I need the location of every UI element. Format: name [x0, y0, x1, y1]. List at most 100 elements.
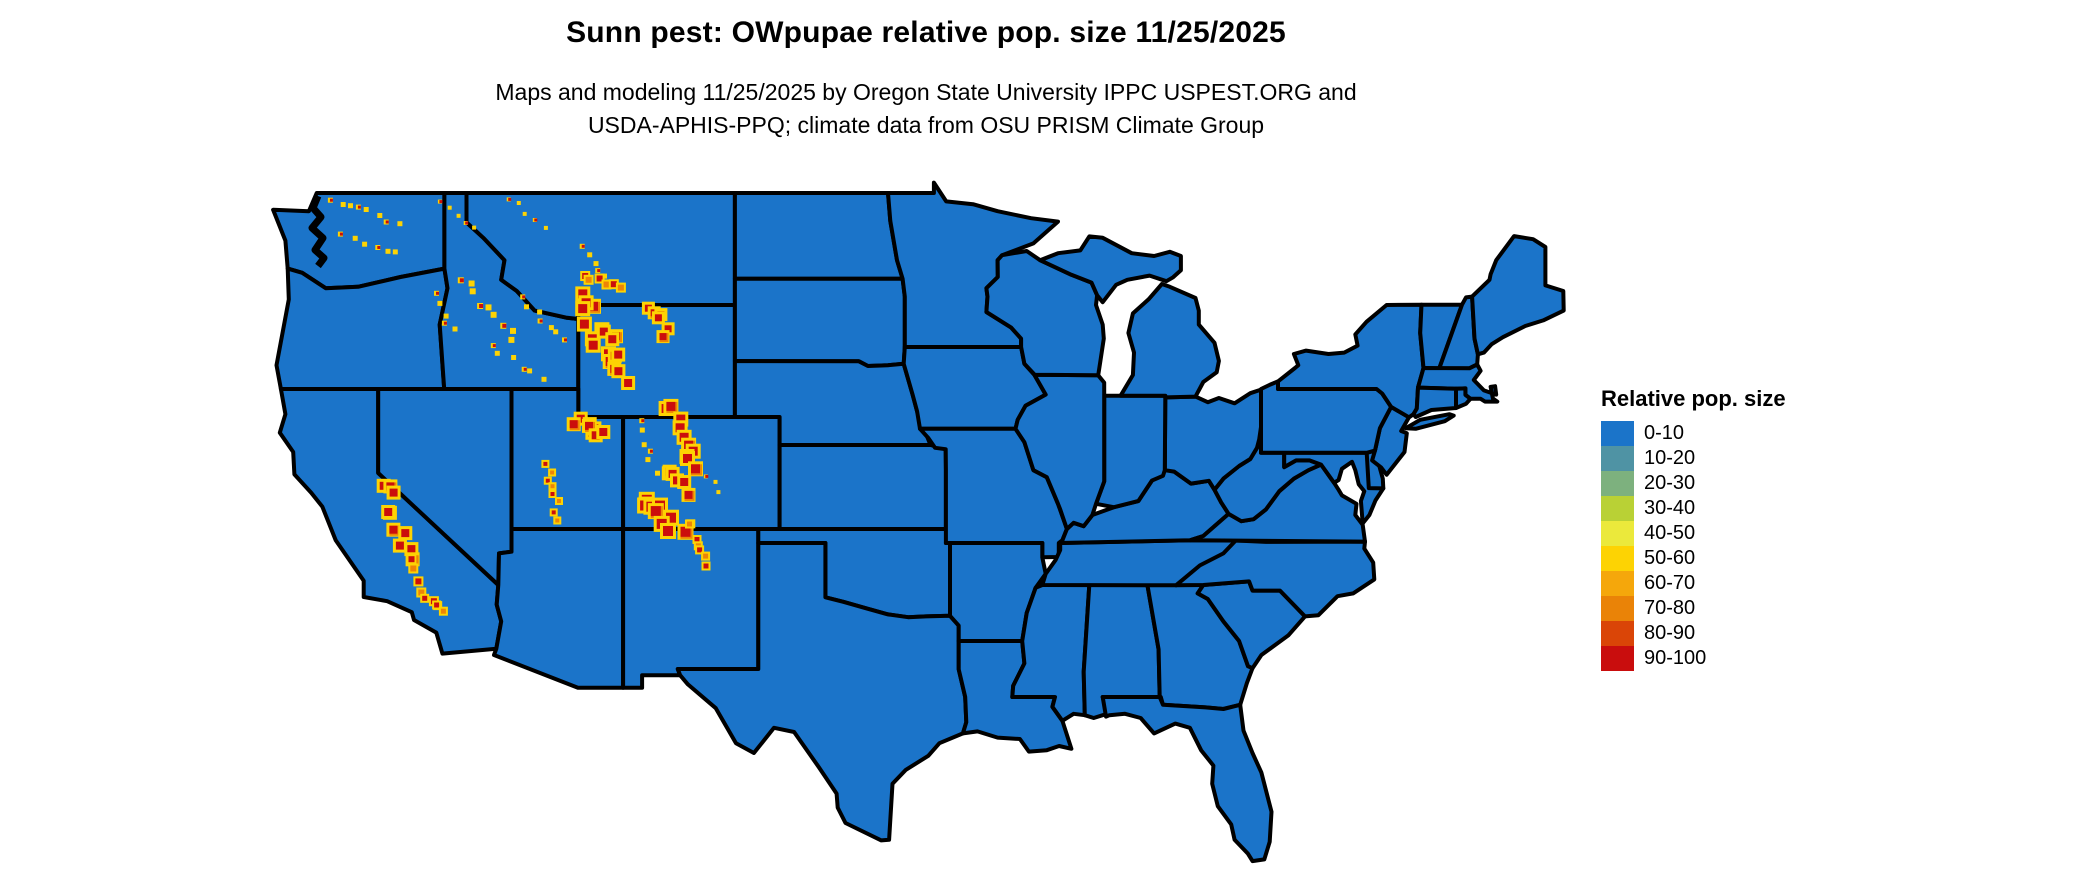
hotspot-cell: [557, 499, 561, 503]
hotspot-cell: [524, 304, 529, 310]
header: Sunn pest: OWpupae relative pop. size 11…: [0, 16, 1852, 142]
hotspot-cell: [357, 205, 361, 209]
hotspot-cell: [694, 537, 700, 542]
legend-swatch-10-20: [1601, 446, 1634, 471]
hotspot-cell: [401, 529, 410, 538]
state-il: [1013, 372, 1107, 531]
map-subtitle-line1: Maps and modeling 11/25/2025 by Oregon S…: [495, 79, 1357, 105]
hotspot-cell: [410, 565, 417, 572]
hotspot-cell: [697, 547, 703, 553]
hotspot-cell: [591, 431, 600, 440]
hotspot-cell: [422, 595, 428, 601]
hotspot-cell: [666, 512, 676, 523]
legend-item: 80-90: [1601, 621, 1786, 646]
hotspot-cell: [564, 338, 567, 342]
hotspot-cell: [472, 225, 477, 230]
hotspot-cell: [578, 289, 588, 299]
hotspot-cell: [511, 355, 517, 360]
hotspot-cell: [490, 311, 497, 318]
legend-swatch-80-90: [1601, 621, 1634, 646]
hotspot-cell: [655, 470, 660, 476]
hotspot-cell: [569, 420, 578, 429]
legend-swatch-50-60: [1601, 546, 1634, 571]
hotspot-cell: [377, 213, 383, 218]
state-me: [1470, 234, 1566, 357]
hotspot-cell: [703, 553, 709, 559]
hotspot-cell: [676, 414, 686, 424]
hotspot-cell: [691, 464, 700, 474]
hotspot-cell: [545, 478, 550, 483]
population-hotspots-layer: [327, 197, 721, 616]
hotspot-cell: [339, 232, 343, 236]
legend-title: Relative pop. size: [1601, 386, 1786, 411]
coastal-water-decorations: [308, 194, 328, 269]
legend-swatch-40-50: [1601, 521, 1634, 546]
state-fl: [1100, 695, 1274, 864]
legend-item: 70-80: [1601, 596, 1786, 621]
state-nd: [732, 191, 905, 281]
hotspot-cell: [680, 478, 689, 486]
state-pa: [1259, 379, 1394, 455]
hotspot-cell: [588, 340, 598, 350]
hotspot-cell: [392, 249, 398, 255]
hotspot-cell: [716, 490, 721, 495]
hotspot-cell: [385, 220, 389, 224]
hotspot-cell: [385, 248, 391, 254]
legend-item: 50-60: [1601, 546, 1786, 571]
hotspot-cell: [645, 457, 651, 463]
hotspot-cell: [587, 252, 593, 258]
hotspot-cell: [510, 327, 516, 334]
hotspot-cell: [550, 492, 555, 496]
hotspot-cell: [650, 506, 661, 517]
state-md: [1282, 450, 1386, 526]
hotspot-cell: [578, 304, 588, 314]
hotspot-cell: [443, 321, 447, 325]
hotspot-cell: [624, 379, 633, 387]
hotspot-cell: [527, 368, 533, 374]
hotspot-cell: [362, 241, 368, 247]
hotspot-cell: [459, 278, 464, 283]
hotspot-cell: [516, 201, 521, 205]
state-nm: [621, 527, 761, 690]
legend-swatch-90-100: [1601, 646, 1634, 671]
hotspot-cell: [456, 213, 461, 218]
hotspot-cell: [363, 207, 369, 212]
legend-item: 40-50: [1601, 521, 1786, 546]
hotspot-cell: [603, 281, 610, 288]
hotspot-cell: [389, 488, 398, 497]
legend-swatch-60-70: [1601, 571, 1634, 596]
hotspot-cell: [440, 608, 446, 614]
legend-label: 40-50: [1644, 522, 1696, 544]
state-or: [274, 266, 450, 391]
legend-item: 10-20: [1601, 446, 1786, 471]
hotspot-cell: [452, 326, 458, 332]
legend-item: 30-40: [1601, 496, 1786, 521]
hotspot-cell: [555, 518, 560, 523]
hotspot-cell: [468, 280, 475, 287]
hotspot-cell: [596, 275, 603, 282]
hotspot-cell: [522, 295, 526, 299]
hotspot-cell: [436, 291, 439, 295]
hotspot-cell: [680, 526, 691, 537]
hotspot-cell: [534, 218, 538, 222]
state-mi_lp: [1118, 282, 1221, 400]
legend: Relative pop. size 0-10 10-20 20-30 30-40 40…: [1601, 386, 1786, 671]
legend-label: 60-70: [1644, 572, 1696, 594]
legend-items: 0-10 10-20 20-30 30-40 40-50 50-60 60-70 70-80 8…: [1601, 421, 1786, 671]
hotspot-cell: [550, 470, 555, 475]
state-az: [492, 527, 626, 690]
hotspot-cell: [641, 419, 645, 423]
hotspot-cell: [348, 203, 353, 209]
hotspot-cell: [614, 367, 623, 376]
hotspot-cell: [397, 221, 403, 227]
hotspot-cell: [684, 490, 693, 499]
hotspot-cell: [434, 602, 440, 608]
legend-swatch-20-30: [1601, 471, 1634, 496]
legend-swatch-30-40: [1601, 496, 1634, 521]
legend-swatch-70-80: [1601, 596, 1634, 621]
hotspot-cell: [543, 461, 548, 466]
hotspot-cell: [502, 323, 507, 328]
hotspot-cell: [673, 476, 681, 485]
hotspot-cell: [641, 442, 647, 448]
